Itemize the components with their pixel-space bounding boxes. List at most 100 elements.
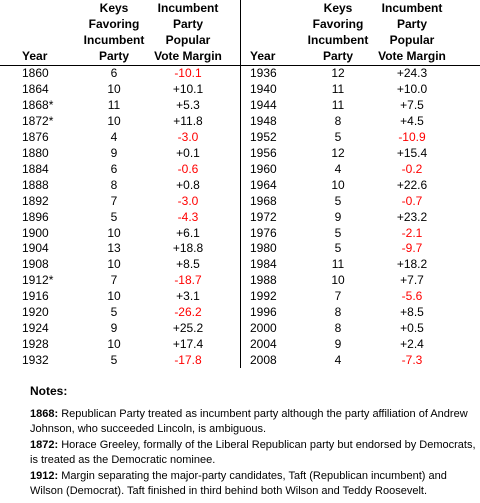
margin-cell: +2.4: [400, 337, 424, 352]
keys-cell: 8: [110, 177, 118, 192]
keys-cell: 10: [107, 289, 121, 304]
note-text: Margin separating the major-party candid…: [30, 470, 447, 497]
margin-cell: +5.3: [176, 97, 200, 112]
keys-cell: 5: [334, 193, 342, 208]
year-cell: 1908: [22, 257, 49, 272]
keys-cell: 7: [110, 193, 118, 208]
margin-cell: -10.9: [398, 129, 426, 144]
keys-cell: 10: [331, 177, 345, 192]
keys-cell: 11: [331, 81, 345, 96]
year-cell: 1980: [250, 241, 277, 256]
keys-cell: 5: [110, 353, 118, 368]
divider: [240, 0, 241, 368]
year-cell: 1912*: [22, 273, 54, 288]
header-margin: Vote Margin: [154, 49, 222, 63]
year-cell: 1988: [250, 273, 277, 288]
year-cell: 1876: [22, 129, 49, 144]
year-cell: 1896: [22, 209, 49, 224]
margin-cell: +0.8: [176, 177, 200, 192]
header-margin: Vote Margin: [378, 49, 446, 63]
header-keys: Incumbent: [83, 33, 145, 47]
margin-cell: +15.4: [396, 145, 428, 160]
margin-cell: +8.5: [176, 257, 200, 272]
header-margin: Popular: [389, 33, 435, 47]
keys-cell: 10: [107, 81, 121, 96]
header-keys: Party: [98, 49, 130, 63]
year-cell: 1872*: [22, 113, 54, 128]
margin-cell: +18.2: [396, 257, 428, 272]
notes: Notes: 1868: Republican Party treated as…: [30, 384, 478, 500]
year-cell: 1984: [250, 257, 277, 272]
margin-cell: +10.1: [172, 81, 204, 96]
keys-cell: 6: [110, 161, 118, 176]
year-cell: 1936: [250, 66, 277, 80]
margin-cell: -3.0: [177, 129, 199, 144]
header-keys: Incumbent: [307, 33, 369, 47]
keys-cell: 4: [334, 353, 342, 368]
keys-cell: 7: [110, 273, 118, 288]
note-label: 1912:: [30, 470, 59, 482]
header-margin: Party: [396, 17, 428, 31]
margin-cell: -7.3: [401, 353, 423, 368]
margin-cell: +0.5: [400, 321, 424, 336]
margin-cell: +17.4: [172, 337, 204, 352]
year-cell: 1928: [22, 337, 49, 352]
keys-cell: 11: [331, 257, 345, 272]
margin-cell: -0.7: [401, 193, 423, 208]
margin-cell: +25.2: [172, 321, 204, 336]
header-keys: Favoring: [88, 17, 140, 31]
margin-cell: +7.7: [400, 273, 424, 288]
keys-cell: 10: [107, 337, 121, 352]
year-cell: 1888: [22, 177, 49, 192]
keys-cell: 9: [334, 209, 342, 224]
keys-cell: 9: [110, 321, 118, 336]
header-margin: Incumbent: [157, 1, 219, 15]
header-year: Year: [250, 49, 276, 63]
keys-cell: 11: [107, 97, 121, 112]
note: 1872: Horace Greeley, formally of the Li…: [30, 438, 478, 468]
year-cell: 1964: [250, 177, 277, 192]
year-cell: 1884: [22, 161, 49, 176]
margin-cell: -26.2: [174, 305, 202, 320]
year-cell: 1904: [22, 241, 49, 256]
header-margin: Popular: [165, 33, 211, 47]
note-label: 1872:: [30, 439, 59, 451]
margin-cell: +24.3: [396, 66, 428, 80]
margin-cell: -10.1: [174, 66, 202, 80]
margin-cell: +0.1: [176, 145, 200, 160]
margin-cell: -18.7: [174, 273, 202, 288]
year-cell: 1948: [250, 113, 277, 128]
margin-cell: -0.6: [177, 161, 199, 176]
keys-cell: 12: [331, 145, 345, 160]
note-text: Republican Party treated as incumbent pa…: [30, 408, 468, 435]
margin-cell: -17.8: [174, 353, 202, 368]
year-cell: 1976: [250, 225, 277, 240]
year-cell: 1996: [250, 305, 277, 320]
margin-cell: +4.5: [400, 113, 424, 128]
keys-cell: 11: [331, 97, 345, 112]
margin-cell: +22.6: [396, 177, 428, 192]
year-cell: 1932: [22, 353, 49, 368]
keys-cell: 8: [334, 321, 342, 336]
header-year: Year: [22, 49, 48, 63]
margin-cell: +11.8: [173, 113, 203, 128]
margin-cell: -2.1: [401, 225, 423, 240]
year-cell: 1916: [22, 289, 49, 304]
header-keys: Keys: [99, 1, 129, 15]
keys-cell: 5: [110, 209, 118, 224]
year-cell: 2008: [250, 353, 277, 368]
year-cell: 1960: [250, 161, 277, 176]
margin-cell: +18.8: [172, 241, 204, 256]
year-cell: 1952: [250, 129, 277, 144]
year-cell: 1992: [250, 289, 277, 304]
keys-cell: 13: [107, 241, 121, 256]
keys-cell: 5: [334, 241, 342, 256]
margin-cell: +23.2: [396, 209, 428, 224]
header-keys: Keys: [323, 1, 353, 15]
keys-cell: 8: [334, 305, 342, 320]
year-cell: 1920: [22, 305, 49, 320]
notes-title: Notes:: [30, 384, 68, 398]
keys-cell: 4: [334, 161, 342, 176]
keys-cell: 9: [110, 145, 118, 160]
